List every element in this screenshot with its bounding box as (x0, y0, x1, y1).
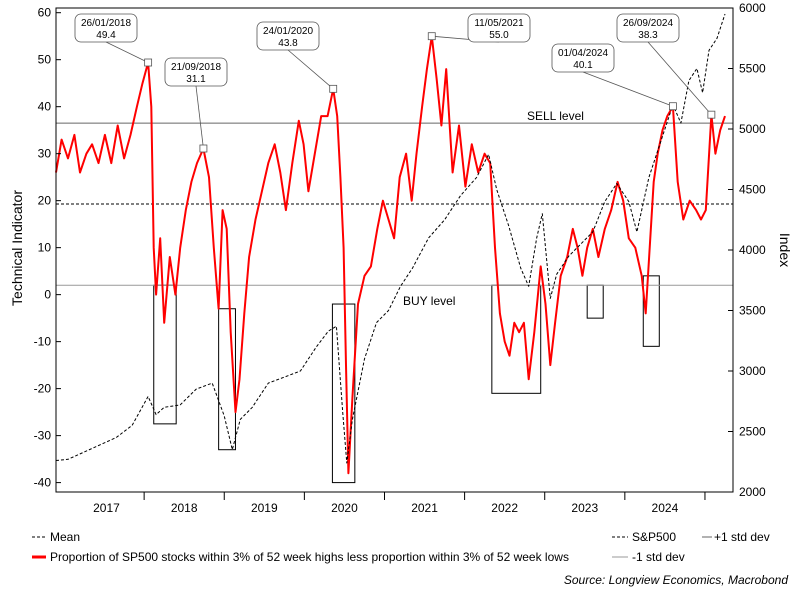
annotation-value: 31.1 (186, 74, 206, 85)
annotation-box (551, 43, 615, 73)
legend-plus-std: +1 std dev (714, 530, 770, 544)
legend-minus-std: -1 std dev (632, 550, 685, 564)
x-tick-label: 2022 (491, 501, 518, 515)
annotation-box (74, 13, 138, 43)
indicator-line (55, 35, 726, 475)
annotation-leader (287, 49, 334, 90)
annotation-marker (144, 58, 153, 67)
annotation-marker (329, 84, 338, 93)
annotation-marker (427, 32, 436, 41)
y-right-tick-label: 5500 (739, 62, 766, 76)
x-tick-label: 2020 (331, 501, 358, 515)
y-right-tick-label: 6000 (739, 1, 766, 15)
x-tick-label: 2017 (93, 501, 120, 515)
annotation-leader (582, 71, 674, 107)
annotation-value: 38.3 (638, 30, 658, 41)
annotation-box (616, 13, 680, 43)
legend-sp500: S&P500 (632, 530, 676, 544)
y-right-tick-label: 2000 (739, 485, 766, 499)
sell-level-label: SELL level (527, 109, 584, 123)
legend: Mean S&P500 +1 std dev Proportion of SP5… (32, 530, 770, 564)
y-right-tick-label: 3500 (739, 304, 766, 318)
annotation-box (256, 21, 320, 51)
annotation-box (164, 57, 228, 87)
level-lines (56, 122, 733, 286)
annotation-leader (647, 41, 712, 115)
annotation-leader (195, 85, 204, 149)
y-left-tick-label: -10 (34, 335, 52, 349)
buy-window-box-3 (331, 303, 356, 484)
annotation-value: 49.4 (96, 30, 116, 41)
annotation-marker (669, 102, 677, 111)
x-tick-label: 2019 (251, 501, 278, 515)
y-right-tick-label: 2500 (739, 425, 766, 439)
y-right-tick-label: 4500 (739, 183, 766, 197)
buy-window-box-6 (642, 275, 660, 347)
y-right-tick-label: 5000 (739, 122, 766, 136)
legend-indicator: Proportion of SP500 stocks within 3% of … (50, 550, 569, 564)
annotation-date: 26/09/2024 (623, 18, 673, 29)
buy-window-box-2 (218, 308, 236, 451)
y-left-tick-label: 30 (38, 147, 52, 161)
y-right-label: Index (777, 233, 793, 267)
y-left-tick-label: -30 (34, 429, 52, 443)
sp500-line (55, 13, 726, 464)
y-left-tick-label: 10 (38, 241, 52, 255)
axes: 60 50 40 30 20 10 0 -10 -20 -30 -40 6000 5500 5000 450… (34, 1, 766, 515)
y-left-tick-label: 0 (44, 288, 51, 302)
annotation-value: 55.0 (489, 30, 509, 41)
annotation-date: 11/05/2021 (474, 18, 524, 29)
buy-level-label: BUY level (403, 294, 455, 308)
annotation-date: 24/01/2020 (263, 26, 313, 37)
annotation-date: 21/09/2018 (171, 62, 221, 73)
y-left-label: Technical Indicator (9, 190, 25, 306)
x-tick-label: 2024 (652, 501, 679, 515)
annotations: 26/01/201849.421/09/201831.124/01/202043… (74, 13, 716, 153)
y-left-tick-label: 50 (38, 53, 52, 67)
annotation-box (467, 13, 531, 43)
annotation-leader (105, 41, 149, 63)
series-lines (55, 13, 726, 475)
y-left-tick-label: -40 (34, 476, 52, 490)
x-tick-label: 2021 (411, 501, 438, 515)
x-tick-label: 2018 (171, 501, 198, 515)
y-left-tick-label: -20 (34, 382, 52, 396)
x-tick-label: 2023 (571, 501, 598, 515)
annotation-marker (199, 144, 208, 153)
y-left-tick-label: 20 (38, 194, 52, 208)
plot-background (56, 8, 733, 492)
annotation-marker (707, 110, 716, 119)
annotation-value: 43.8 (278, 38, 298, 49)
source-note: Source: Longview Economics, Macrobond (564, 573, 788, 587)
y-right-tick-label: 3000 (739, 364, 766, 378)
annotation-value: 40.1 (573, 60, 593, 71)
plot-area (56, 8, 733, 492)
y-left-tick-label: 40 (38, 100, 52, 114)
y-left-tick-label: 60 (38, 6, 52, 20)
annotation-date: 26/01/2018 (81, 18, 131, 29)
y-right-tick-label: 4000 (739, 243, 766, 257)
legend-mean: Mean (50, 530, 80, 544)
annotation-date: 01/04/2024 (558, 48, 608, 59)
